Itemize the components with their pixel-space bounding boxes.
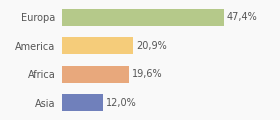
Text: 20,9%: 20,9% [136, 41, 167, 51]
Bar [62, 66, 129, 83]
Bar [62, 9, 224, 26]
Text: 12,0%: 12,0% [106, 98, 136, 108]
Text: 47,4%: 47,4% [227, 12, 258, 22]
Bar [62, 37, 133, 54]
Text: 19,6%: 19,6% [132, 69, 162, 79]
Bar [62, 94, 103, 111]
